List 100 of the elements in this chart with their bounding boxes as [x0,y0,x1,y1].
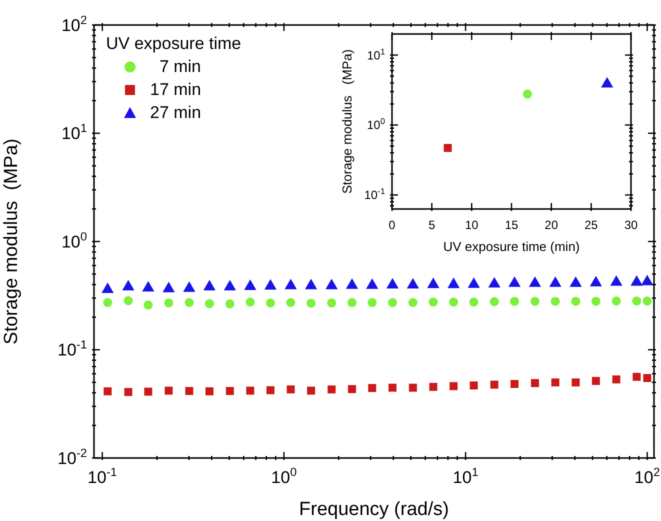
point [104,387,112,396]
point [144,388,152,396]
point [307,386,316,395]
point [122,280,134,290]
point [164,386,173,395]
x-tick-label: 25 [584,218,598,232]
point [388,298,398,308]
x-axis-title: UV exposure time (min) [443,239,580,254]
point [203,280,216,290]
point [428,298,438,307]
point [368,384,376,392]
point [226,386,234,395]
x-tick-label: 20 [544,218,558,232]
point [266,298,275,308]
point [530,379,539,388]
point [224,280,236,290]
point [266,386,274,394]
x-tick-label: 10$^{2}$ [634,465,660,487]
point [630,275,643,286]
point [304,278,318,290]
point [164,298,174,308]
point [185,386,194,395]
point [449,298,458,307]
point [448,278,460,288]
y-tick-label: 10$^{-2}$ [58,446,88,468]
point [612,296,621,306]
point [488,276,500,288]
x-tick-label: 10$^{0}$ [271,465,298,487]
point [142,280,154,292]
x-tick-label: 10 [464,218,479,232]
point [490,380,498,389]
point [551,378,560,386]
point [284,278,297,290]
x-tick-label: 30 [624,218,638,232]
y-tick-label: 10$^{1}$ [366,46,386,62]
y-tick-label: 10$^{2}$ [61,12,88,35]
point [468,277,480,288]
point [470,381,478,390]
point [205,387,214,396]
x-tick-label: 0 [388,218,396,232]
point [246,298,255,307]
point [610,275,622,286]
y-axis-title: Storage modulus (MPa) [1,138,22,344]
y-tick-label: 10$^{1}$ [61,121,88,144]
point [469,298,478,307]
legend-label: 27 min [150,102,202,124]
y-tick-label: 10$^{0}$ [366,116,386,132]
point [510,380,519,388]
point [183,281,196,292]
point [306,298,316,308]
point [124,388,132,396]
point [612,375,620,384]
point [225,299,234,308]
point [530,296,540,306]
y-axis-title: Storage modulus (MPa) [340,49,355,194]
x-tick-label: 10$^{-1}$ [88,465,118,487]
point [570,276,582,287]
point [590,276,602,286]
point [490,297,499,306]
point [408,384,417,392]
point [102,282,114,294]
legend-title: UV exposure time [106,33,242,55]
point [103,298,112,308]
point [286,298,296,308]
y-tick-label: 10$^{-1}$ [364,186,386,202]
point [528,276,542,287]
x-tick-label: 10$^{1}$ [452,465,479,487]
point [366,278,378,289]
point [592,376,600,385]
point [591,296,600,306]
point [368,298,377,308]
point [510,296,520,306]
point [406,278,419,289]
point [346,278,358,289]
x-tick-label: 15 [504,218,518,232]
point [204,299,214,308]
point [429,382,438,391]
point [124,296,133,306]
point [162,282,175,292]
point [427,278,440,288]
point [632,372,641,381]
point [550,296,560,306]
point [388,384,396,392]
point [246,386,254,395]
point [347,298,357,308]
point [328,385,336,394]
point [632,296,642,306]
point [184,298,194,308]
point [264,279,277,290]
y-tick-label: 10$^{-1}$ [58,338,88,360]
point [327,298,336,308]
x-axis-title: Frequency (rad/s) [299,499,449,520]
point [326,278,338,290]
point [572,378,580,386]
x-tick-label: 5 [428,218,436,232]
point [144,300,153,310]
point [386,278,399,289]
point [450,382,458,390]
point [508,276,521,287]
legend-label: 17 min [150,79,202,101]
